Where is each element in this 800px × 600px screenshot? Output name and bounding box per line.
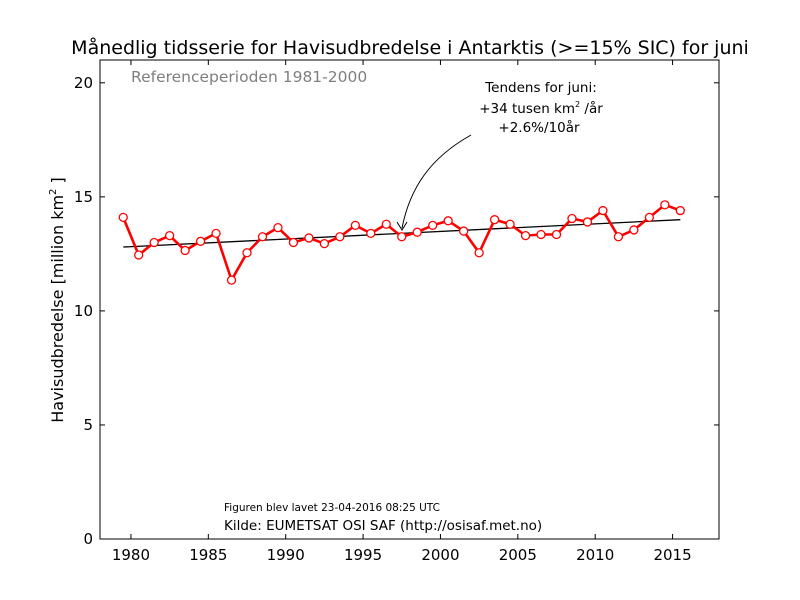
data-point (598, 205, 608, 216)
data-point (644, 212, 655, 223)
data-point (195, 236, 206, 246)
data-point (381, 219, 391, 229)
data-point (180, 245, 190, 256)
annotation-line-2: +34 tusen km2 /år (479, 100, 603, 117)
data-point (428, 220, 438, 231)
data-point (242, 248, 252, 258)
footer-source: Kilde: EUMETSAT OSI SAF (http://osisaf.m… (224, 518, 542, 534)
x-tick-label: 1990 (267, 546, 305, 564)
x-tick-label: 2000 (421, 546, 459, 564)
data-point (226, 275, 237, 285)
data-point (211, 228, 221, 239)
data-point (304, 233, 314, 243)
y-grid-ticks: 0 5 10 15 20 (74, 74, 719, 548)
annotation-line-3: +2.6%/10år (498, 119, 580, 136)
data-point (567, 213, 577, 224)
data-point (536, 229, 546, 240)
data-point (397, 232, 407, 242)
y-tick-label: 0 (83, 530, 93, 548)
data-point (660, 200, 670, 210)
data-point (118, 212, 128, 223)
series-group (118, 200, 685, 285)
data-point (675, 205, 685, 216)
annotation-arrow (401, 134, 472, 229)
trend-annotation: Tendens for juni: +34 tusen km2 /år +2.6… (396, 80, 603, 231)
y-tick-label: 5 (83, 416, 93, 434)
data-point (613, 232, 624, 242)
data-point (582, 217, 593, 227)
data-point (134, 250, 144, 260)
footer-created: Figuren blev lavet 23-04-2016 08:25 UTC (224, 502, 440, 514)
x-tick-label: 1985 (189, 546, 227, 564)
data-point (335, 232, 345, 242)
x-tick-label: 2010 (576, 546, 614, 564)
data-point (489, 215, 500, 225)
data-point (288, 237, 299, 248)
reference-period-label: Referenceperioden 1981-2000 (131, 68, 367, 86)
data-point (273, 222, 283, 233)
data-point (551, 229, 562, 240)
annotation-arrowhead (396, 221, 408, 231)
data-point (459, 226, 469, 236)
annotation-line-1: Tendens for juni: (484, 80, 597, 96)
data-point (629, 225, 639, 235)
data-point (520, 230, 531, 241)
data-point (350, 220, 360, 231)
data-point (164, 230, 175, 241)
data-point (443, 216, 453, 226)
y-tick-label: 10 (74, 302, 93, 320)
y-tick-label: 15 (74, 188, 93, 206)
x-tick-label: 2015 (653, 546, 691, 564)
data-point (412, 227, 422, 237)
y-tick-label: 20 (74, 74, 93, 92)
data-point (149, 237, 159, 248)
data-point (505, 219, 515, 229)
x-tick-label: 2005 (499, 546, 537, 564)
x-tick-label: 1995 (344, 546, 382, 564)
data-point (257, 232, 268, 242)
x-grid-ticks: 1980 1985 1990 1995 2000 2005 2010 2015 (112, 60, 692, 564)
chart-title: Månedlig tidsserie for Havisudbredelse i… (71, 36, 749, 59)
data-point (474, 248, 484, 258)
plot-area-frame (99, 59, 720, 540)
x-tick-label: 1980 (112, 546, 150, 564)
data-point (366, 228, 376, 239)
data-point (319, 238, 330, 249)
y-axis-label: Havisudbredelse [million km2 ] (48, 177, 67, 423)
